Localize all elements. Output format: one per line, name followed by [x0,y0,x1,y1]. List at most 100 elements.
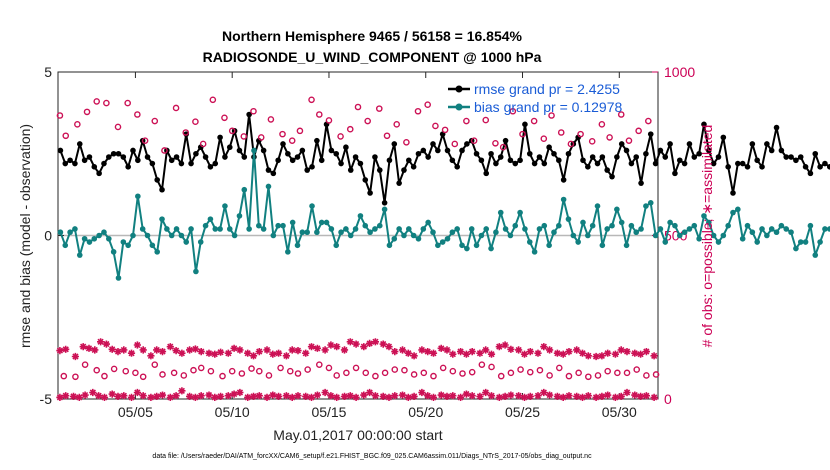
obs-assimilated-marker [631,391,639,399]
data-point [168,232,175,239]
data-point [454,164,460,170]
data-point [773,124,780,131]
obs-assimilated-marker [429,349,438,357]
obs-possible-marker [267,116,275,123]
data-point [323,219,330,226]
data-point [778,147,785,154]
data-point [275,157,281,164]
series-2 [56,96,652,154]
obs-possible-marker [439,364,447,372]
data-point [304,167,310,173]
data-point [188,160,194,167]
data-point [304,229,310,236]
obs-assimilated-marker [186,392,194,400]
obs-assimilated-marker [263,393,271,401]
data-point [735,160,741,167]
data-point [793,157,799,164]
obs-possible-marker [509,107,517,115]
data-point [275,222,281,229]
obs-assimilated-marker [147,352,155,360]
obs-assimilated-marker [333,393,341,401]
obs-assimilated-marker [449,350,457,358]
obs-assimilated-marker [56,347,64,355]
data-point [188,226,194,232]
data-point [202,154,209,160]
data-point [633,229,640,236]
data-point [715,154,722,160]
data-point [652,160,659,167]
obs-assimilated-marker [553,349,561,357]
obs-possible-marker [110,365,118,373]
data-point [783,154,790,160]
obs-possible-marker [265,372,273,379]
obs-possible-marker [159,371,166,378]
obs-possible-marker [470,137,478,144]
data-point [488,245,494,252]
obs-assimilated-marker [534,392,542,400]
data-point [672,222,678,229]
series-line [59,149,830,279]
obs-possible-marker [352,364,360,372]
data-point [817,164,823,170]
data-point [614,154,620,160]
data-point [178,160,185,167]
obs-possible-marker [74,121,81,128]
data-point [285,249,291,255]
obs-assimilated-marker [391,348,399,356]
obs-possible-marker [139,373,147,381]
obs-possible-marker [393,121,401,128]
obs-assimilated-marker [391,392,399,400]
data-point [154,177,160,183]
obs-possible-marker [414,107,422,115]
data-point [507,232,514,239]
data-point [710,232,717,239]
y-axis-label: rmse and bias (model - observation) [17,124,33,348]
data-point [343,144,349,151]
obs-possible-marker [209,96,217,104]
data-point [686,226,693,232]
data-point [788,229,794,236]
obs-assimilated-marker [495,343,503,351]
data-point [57,229,64,236]
obs-possible-marker [536,366,544,374]
series-3 [60,361,660,381]
obs-assimilated-marker [62,392,70,400]
obs-possible-marker [403,139,410,146]
obs-assimilated-marker [650,393,658,401]
obs-assimilated-marker [584,352,592,360]
obs-assimilated-marker [404,349,412,357]
obs-assimilated-marker [476,349,484,357]
obs-possible-marker [364,117,371,125]
data-point [735,206,741,213]
obs-assimilated-marker [153,346,161,354]
data-point [793,245,799,252]
obs-possible-marker [56,112,64,119]
data-point [536,154,543,160]
obs-assimilated-marker [487,350,496,358]
obs-possible-marker [343,369,350,377]
obs-possible-marker [585,373,592,381]
data-point [299,147,306,154]
data-point [546,144,552,151]
data-point [159,186,165,193]
obs-possible-marker [279,130,286,138]
obs-assimilated-marker [526,392,534,400]
data-point [493,229,499,236]
data-point [623,242,630,249]
obs-possible-marker [604,367,611,375]
obs-assimilated-marker [158,391,167,399]
data-point [647,131,654,137]
data-point [139,226,146,232]
data-point [628,222,635,229]
obs-assimilated-marker [120,392,128,400]
data-point [352,226,359,232]
data-point [652,232,659,239]
data-point [154,249,160,255]
data-point [473,150,480,157]
obs-assimilated-marker [197,392,205,400]
obs-possible-marker [606,134,613,141]
obs-possible-marker [124,99,131,107]
obs-assimilated-marker [642,348,650,356]
obs-assimilated-marker [424,348,432,356]
obs-assimilated-marker [186,346,194,354]
